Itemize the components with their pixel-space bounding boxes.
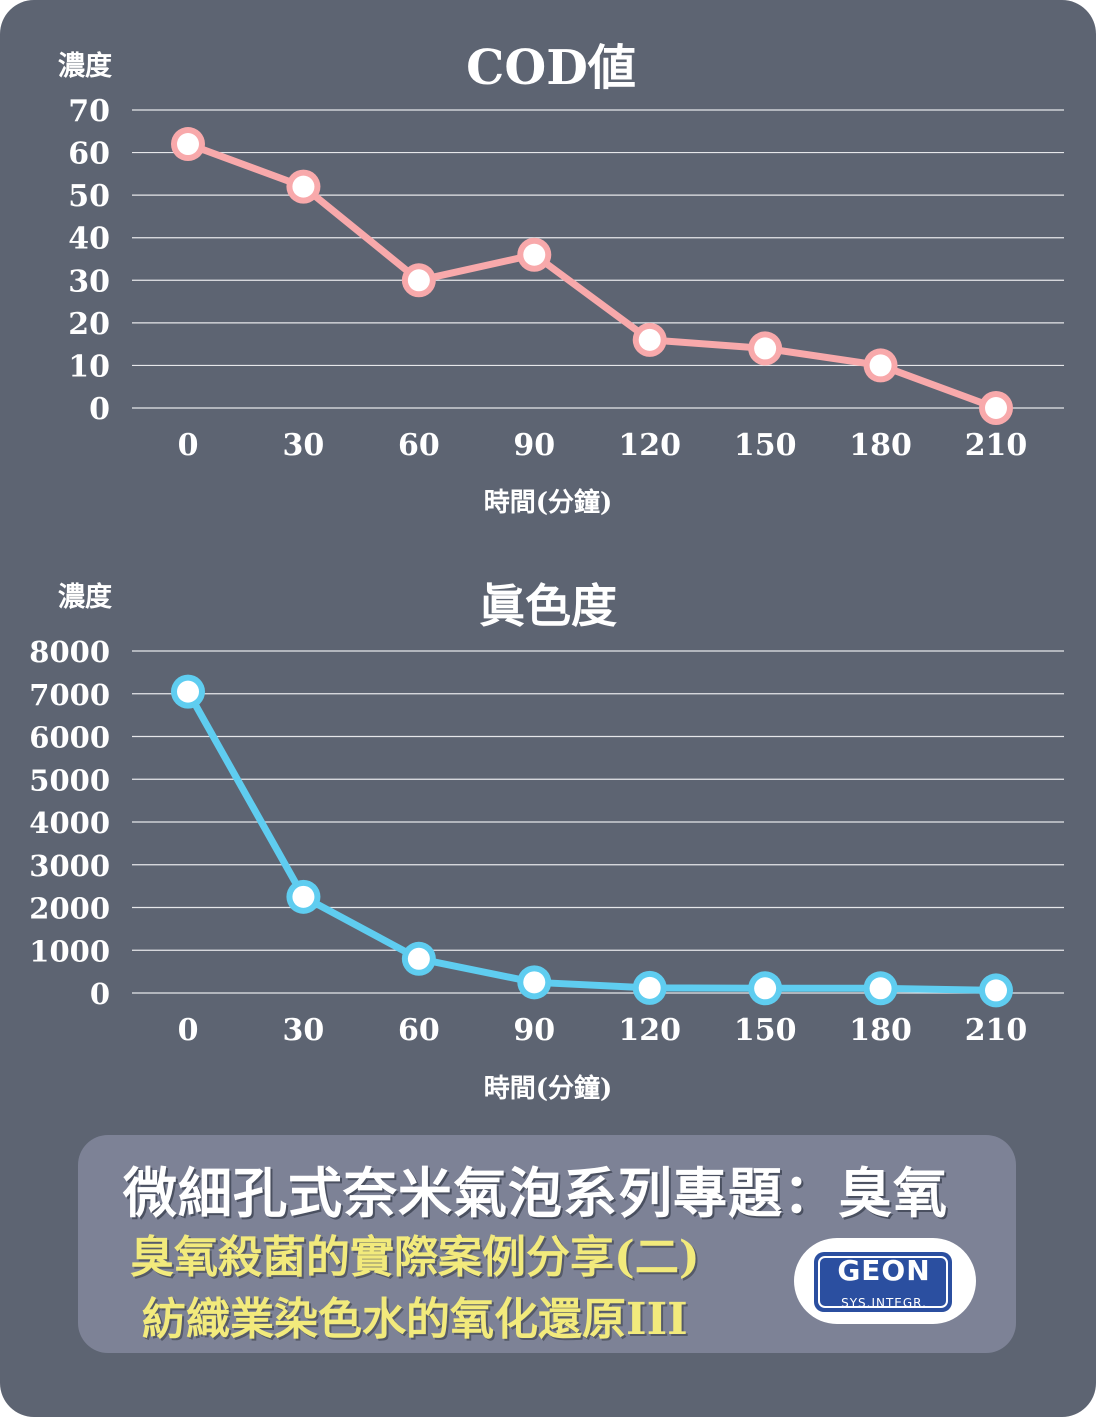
x-tick-label: 90 [513, 1013, 555, 1048]
data-point-inner [523, 971, 546, 994]
data-point-inner [177, 133, 199, 156]
banner-subtitle-1: 臭氧殺菌的實際案例分享(二) [130, 1232, 700, 1283]
data-point [863, 348, 898, 383]
y-tick-label: 8000 [29, 635, 110, 669]
data-point-inner [407, 947, 430, 970]
y-tick-label: 6000 [29, 721, 110, 755]
data-point [632, 970, 667, 1005]
y-tick-label: 10 [68, 349, 110, 384]
data-point [748, 971, 783, 1006]
data-point-inner [407, 269, 430, 292]
x-tick-label: 180 [849, 428, 912, 463]
data-point-inner [523, 243, 546, 266]
y-tick-label: 0 [89, 392, 110, 427]
series-banner: 微細孔式奈米氣泡系列專題：臭氧 臭氧殺菌的實際案例分享(二) 紡織業染色水的氧化… [78, 1135, 1016, 1353]
y-tick-label: 1000 [29, 934, 110, 968]
data-point [748, 331, 783, 366]
data-point-inner [638, 976, 661, 999]
y-tick-label: 50 [68, 179, 110, 214]
x-tick-label: 210 [965, 428, 1028, 463]
data-point-inner [292, 885, 315, 908]
cod-chart-title: COD値 [466, 40, 636, 96]
data-point [979, 391, 1013, 425]
y-tick-label: 4000 [29, 806, 110, 840]
x-tick-label: 180 [849, 1013, 912, 1048]
data-point-inner [869, 977, 892, 1000]
data-point-inner [754, 977, 777, 1000]
y-tick-label: 3000 [29, 849, 110, 883]
cod-chart: 70 60 50 40 30 20 10 0 0 30 60 90 120 150 180 210 濃度 CO… [0, 0, 1096, 540]
data-point-inner [869, 354, 892, 377]
x-tick-label: 30 [283, 1013, 325, 1048]
banner-title: 微細孔式奈米氣泡系列專題：臭氧 [123, 1161, 948, 1225]
x-tick-label: 90 [513, 428, 555, 463]
data-point [517, 237, 552, 272]
data-point-inner [985, 979, 1007, 1002]
data-point [286, 169, 321, 204]
y-tick-label: 2000 [29, 892, 110, 926]
true-color-chart-plot: 8000 7000 6000 5000 4000 3000 2000 1000 0 0 30 60 90… [29, 635, 1064, 1048]
data-point [286, 879, 321, 914]
x-tick-label: 150 [734, 428, 797, 463]
series-line [184, 140, 1000, 412]
y-tick-label: 40 [68, 222, 110, 257]
y-tick-label: 0 [90, 977, 110, 1011]
x-tick-label: 0 [178, 428, 199, 463]
cod-x-axis-label: 時間(分鐘) [483, 488, 613, 518]
true-color-y-axis-label: 濃度 [58, 582, 112, 613]
logo-wordmark: GEON [837, 1254, 931, 1287]
y-tick-label: 70 [68, 94, 110, 129]
data-point-inner [985, 397, 1007, 419]
true-color-chart-title: 眞色度 [479, 579, 617, 633]
x-tick-label: 60 [398, 1013, 440, 1048]
data-point [171, 127, 205, 162]
data-point [171, 674, 205, 709]
data-point-inner [292, 175, 315, 198]
y-tick-label: 5000 [29, 763, 110, 797]
logo-emblem [814, 1252, 952, 1312]
y-tick-label: 20 [68, 307, 110, 342]
true-color-chart: 8000 7000 6000 5000 4000 3000 2000 1000 0 0 30 60 90… [0, 545, 1096, 1105]
y-tick-label: 60 [68, 137, 110, 172]
x-tick-label: 30 [283, 428, 325, 463]
x-tick-label: 120 [618, 428, 681, 463]
x-tick-label: 210 [965, 1013, 1028, 1048]
y-tick-label: 7000 [29, 678, 110, 712]
data-point [401, 263, 436, 298]
logo-tagline: SYS.INTEGR. [841, 1296, 927, 1310]
cod-y-axis-label: 濃度 [58, 51, 112, 82]
x-tick-label: 150 [734, 1013, 797, 1048]
data-point-inner [638, 328, 661, 351]
data-point [632, 322, 667, 357]
data-point-inner [177, 680, 199, 703]
cod-chart-plot: 70 60 50 40 30 20 10 0 0 30 60 90 120 150 180 210 [68, 94, 1064, 463]
x-tick-label: 0 [178, 1013, 199, 1048]
x-tick-label: 120 [618, 1013, 681, 1048]
data-point [863, 971, 898, 1006]
y-tick-label: 30 [68, 264, 110, 299]
geon-logo: GEON SYS.INTEGR. [794, 1238, 976, 1324]
true-color-x-axis-label: 時間(分鐘) [483, 1074, 613, 1104]
x-tick-label: 60 [398, 428, 440, 463]
data-point-inner [754, 337, 777, 360]
data-point [517, 965, 552, 1000]
banner-subtitle-2: 紡織業染色水的氧化還原III [142, 1294, 688, 1345]
data-point [979, 973, 1013, 1008]
series-line [184, 688, 1000, 994]
data-point [401, 941, 436, 976]
